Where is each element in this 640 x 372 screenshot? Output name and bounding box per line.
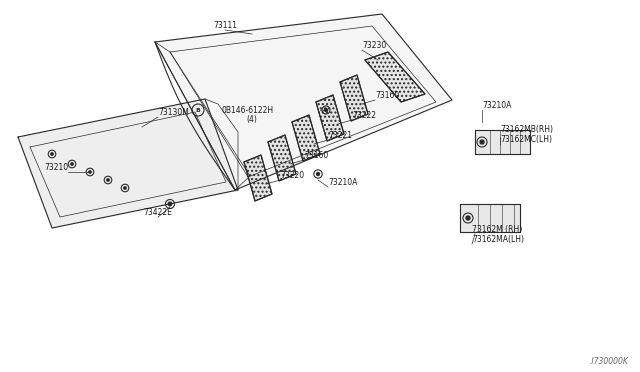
Polygon shape — [18, 99, 238, 228]
Circle shape — [317, 173, 319, 176]
Text: 73160: 73160 — [375, 91, 399, 100]
Polygon shape — [292, 115, 320, 161]
Text: 73111: 73111 — [213, 21, 237, 30]
Polygon shape — [460, 204, 520, 232]
Circle shape — [51, 153, 53, 155]
Text: 73162M (RH)
73162MA(LH): 73162M (RH) 73162MA(LH) — [472, 225, 524, 244]
Circle shape — [168, 202, 172, 206]
Polygon shape — [340, 75, 368, 121]
Polygon shape — [268, 135, 296, 181]
Polygon shape — [316, 95, 344, 141]
Text: 73160: 73160 — [304, 151, 328, 160]
Text: 73220: 73220 — [280, 171, 304, 180]
Text: 73422E: 73422E — [143, 208, 172, 217]
Polygon shape — [365, 52, 425, 102]
Text: 73210: 73210 — [44, 163, 68, 172]
Text: 73210A: 73210A — [482, 101, 511, 110]
Text: (4): (4) — [246, 115, 257, 124]
Text: 73210A: 73210A — [328, 178, 357, 187]
Text: .I730000K: .I730000K — [589, 357, 628, 366]
Text: 73230: 73230 — [362, 41, 387, 50]
Text: 0B146-6122H: 0B146-6122H — [222, 106, 274, 115]
Text: 73130M: 73130M — [158, 108, 189, 117]
Circle shape — [124, 187, 126, 189]
Circle shape — [107, 179, 109, 181]
Text: 73222: 73222 — [352, 111, 376, 120]
Text: B: B — [196, 108, 200, 112]
Circle shape — [466, 216, 470, 220]
Circle shape — [71, 163, 73, 165]
Polygon shape — [155, 14, 452, 190]
Polygon shape — [475, 130, 530, 154]
Circle shape — [480, 140, 484, 144]
Circle shape — [89, 171, 92, 173]
Text: 73162MB(RH)
73162MC(LH): 73162MB(RH) 73162MC(LH) — [500, 125, 553, 144]
Circle shape — [324, 109, 328, 112]
Polygon shape — [244, 155, 272, 201]
Text: 73221: 73221 — [328, 131, 352, 140]
